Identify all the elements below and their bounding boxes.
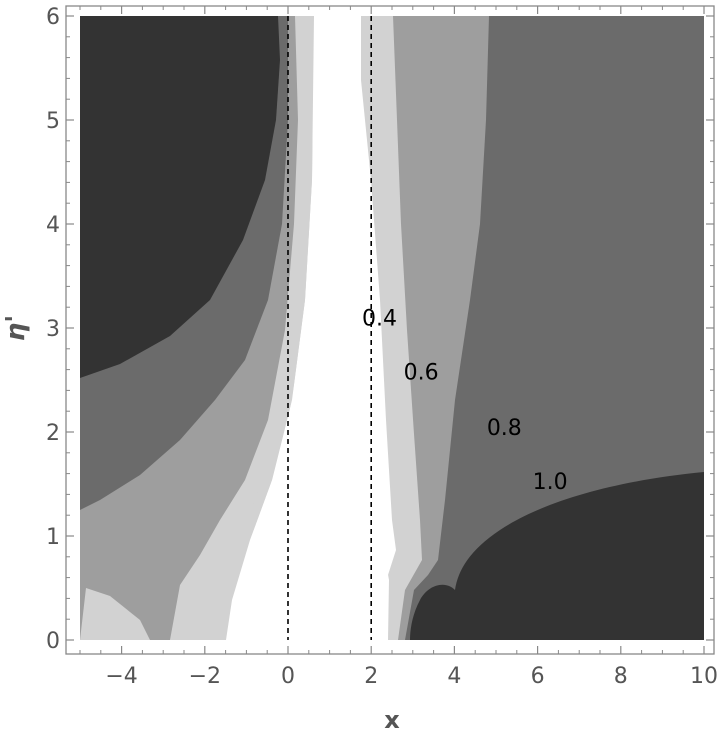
- y-tick-label: 0: [46, 629, 60, 654]
- x-tick-label: 10: [690, 664, 718, 689]
- y-tick-label: 1: [46, 525, 60, 550]
- gap-region: [226, 16, 389, 640]
- y-tick-label: 6: [46, 5, 60, 30]
- left-band-darkest: [80, 16, 280, 378]
- contour-label: 0.4: [362, 307, 397, 332]
- plot-frame: [65, 5, 715, 655]
- x-tick-label: 4: [447, 664, 461, 689]
- right-band-darkest: [410, 472, 704, 640]
- axes: −4 −2 0 2 4 6 8 10 0 1 2 3 4 5 6: [46, 5, 718, 689]
- contour-label: 0.8: [487, 416, 522, 441]
- contour-label: 1.0: [533, 470, 568, 495]
- contour-label: 0.6: [404, 361, 439, 386]
- x-tick-label: 2: [364, 664, 378, 689]
- x-axis-title: x: [384, 706, 400, 734]
- y-tick-label: 2: [46, 421, 60, 446]
- x-tick-label: 6: [531, 664, 545, 689]
- x-tick-label: −4: [105, 664, 137, 689]
- x-tick-label: 0: [281, 664, 295, 689]
- y-axis-title: η': [1, 315, 31, 341]
- x-tick-label: 8: [614, 664, 628, 689]
- y-tick-label: 3: [46, 317, 60, 342]
- y-tick-label: 4: [46, 213, 60, 238]
- x-tick-label: −2: [189, 664, 221, 689]
- y-tick-label: 5: [46, 109, 60, 134]
- reference-lines: [287, 16, 373, 640]
- contour-labels: 0.4 0.6 0.8 1.0: [362, 307, 568, 495]
- gap-edge-light-left: [218, 16, 314, 640]
- contour-field: [80, 16, 704, 640]
